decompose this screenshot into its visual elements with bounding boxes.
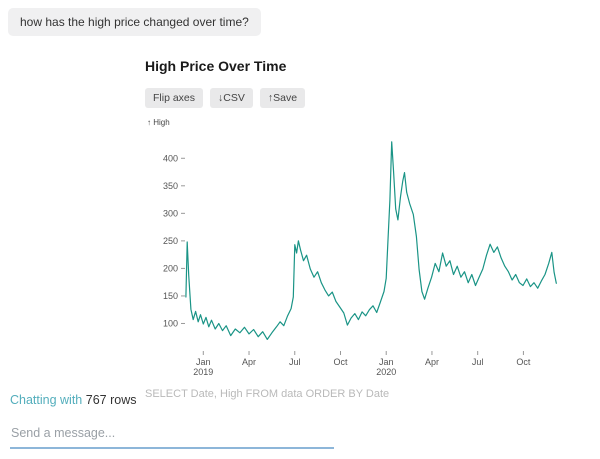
- user-message-bubble: how has the high price changed over time…: [8, 8, 261, 36]
- y-tick-label: 150: [163, 291, 178, 301]
- plot-area: 100 150 200 250 300 350 400 Jan 2019 Apr Jul Oct Jan…: [145, 129, 575, 384]
- message-input[interactable]: [10, 421, 334, 449]
- x-tick-label: Oct: [333, 357, 348, 367]
- x-tick-label: Apr: [425, 357, 439, 367]
- x-tick-sublabel: 2020: [376, 367, 396, 377]
- x-tick-label: Jul: [289, 357, 301, 367]
- chat-footer: Chatting with 767 rows: [10, 393, 590, 449]
- download-csv-button[interactable]: ↓CSV: [210, 88, 253, 108]
- flip-axes-button[interactable]: Flip axes: [145, 88, 204, 108]
- save-chart-button[interactable]: ↑Save: [259, 88, 306, 108]
- chart-title: High Price Over Time: [145, 58, 287, 74]
- y-tick-label: 300: [163, 208, 178, 218]
- chat-status: Chatting with 767 rows: [10, 393, 590, 407]
- y-tick-label: 250: [163, 236, 178, 246]
- x-tick-label: Jul: [472, 357, 484, 367]
- x-tick-label: Jan: [196, 357, 211, 367]
- x-tick-sublabel: 2019: [193, 367, 213, 377]
- sql-caption: SELECT Date, High FROM data ORDER BY Dat…: [145, 388, 390, 400]
- y-axis-title: ↑ High: [147, 118, 170, 127]
- y-tick-label: 200: [163, 263, 178, 273]
- rows-count: 767 rows: [85, 393, 137, 407]
- chart-toolbar: Flip axes ↓CSV ↑Save: [145, 88, 575, 108]
- chart-card: High Price Over Time Flip axes ↓CSV ↑Sav…: [145, 58, 575, 400]
- y-tick-label: 350: [163, 181, 178, 191]
- chatting-with-link[interactable]: Chatting with: [10, 393, 83, 407]
- x-tick-label: Jan: [379, 357, 394, 367]
- price-line-series: [185, 141, 557, 340]
- x-tick-label: Apr: [242, 357, 256, 367]
- y-tick-label: 100: [163, 318, 178, 328]
- x-tick-label: Oct: [516, 357, 531, 367]
- user-message-text: how has the high price changed over time…: [20, 15, 249, 29]
- y-tick-label: 400: [163, 153, 178, 163]
